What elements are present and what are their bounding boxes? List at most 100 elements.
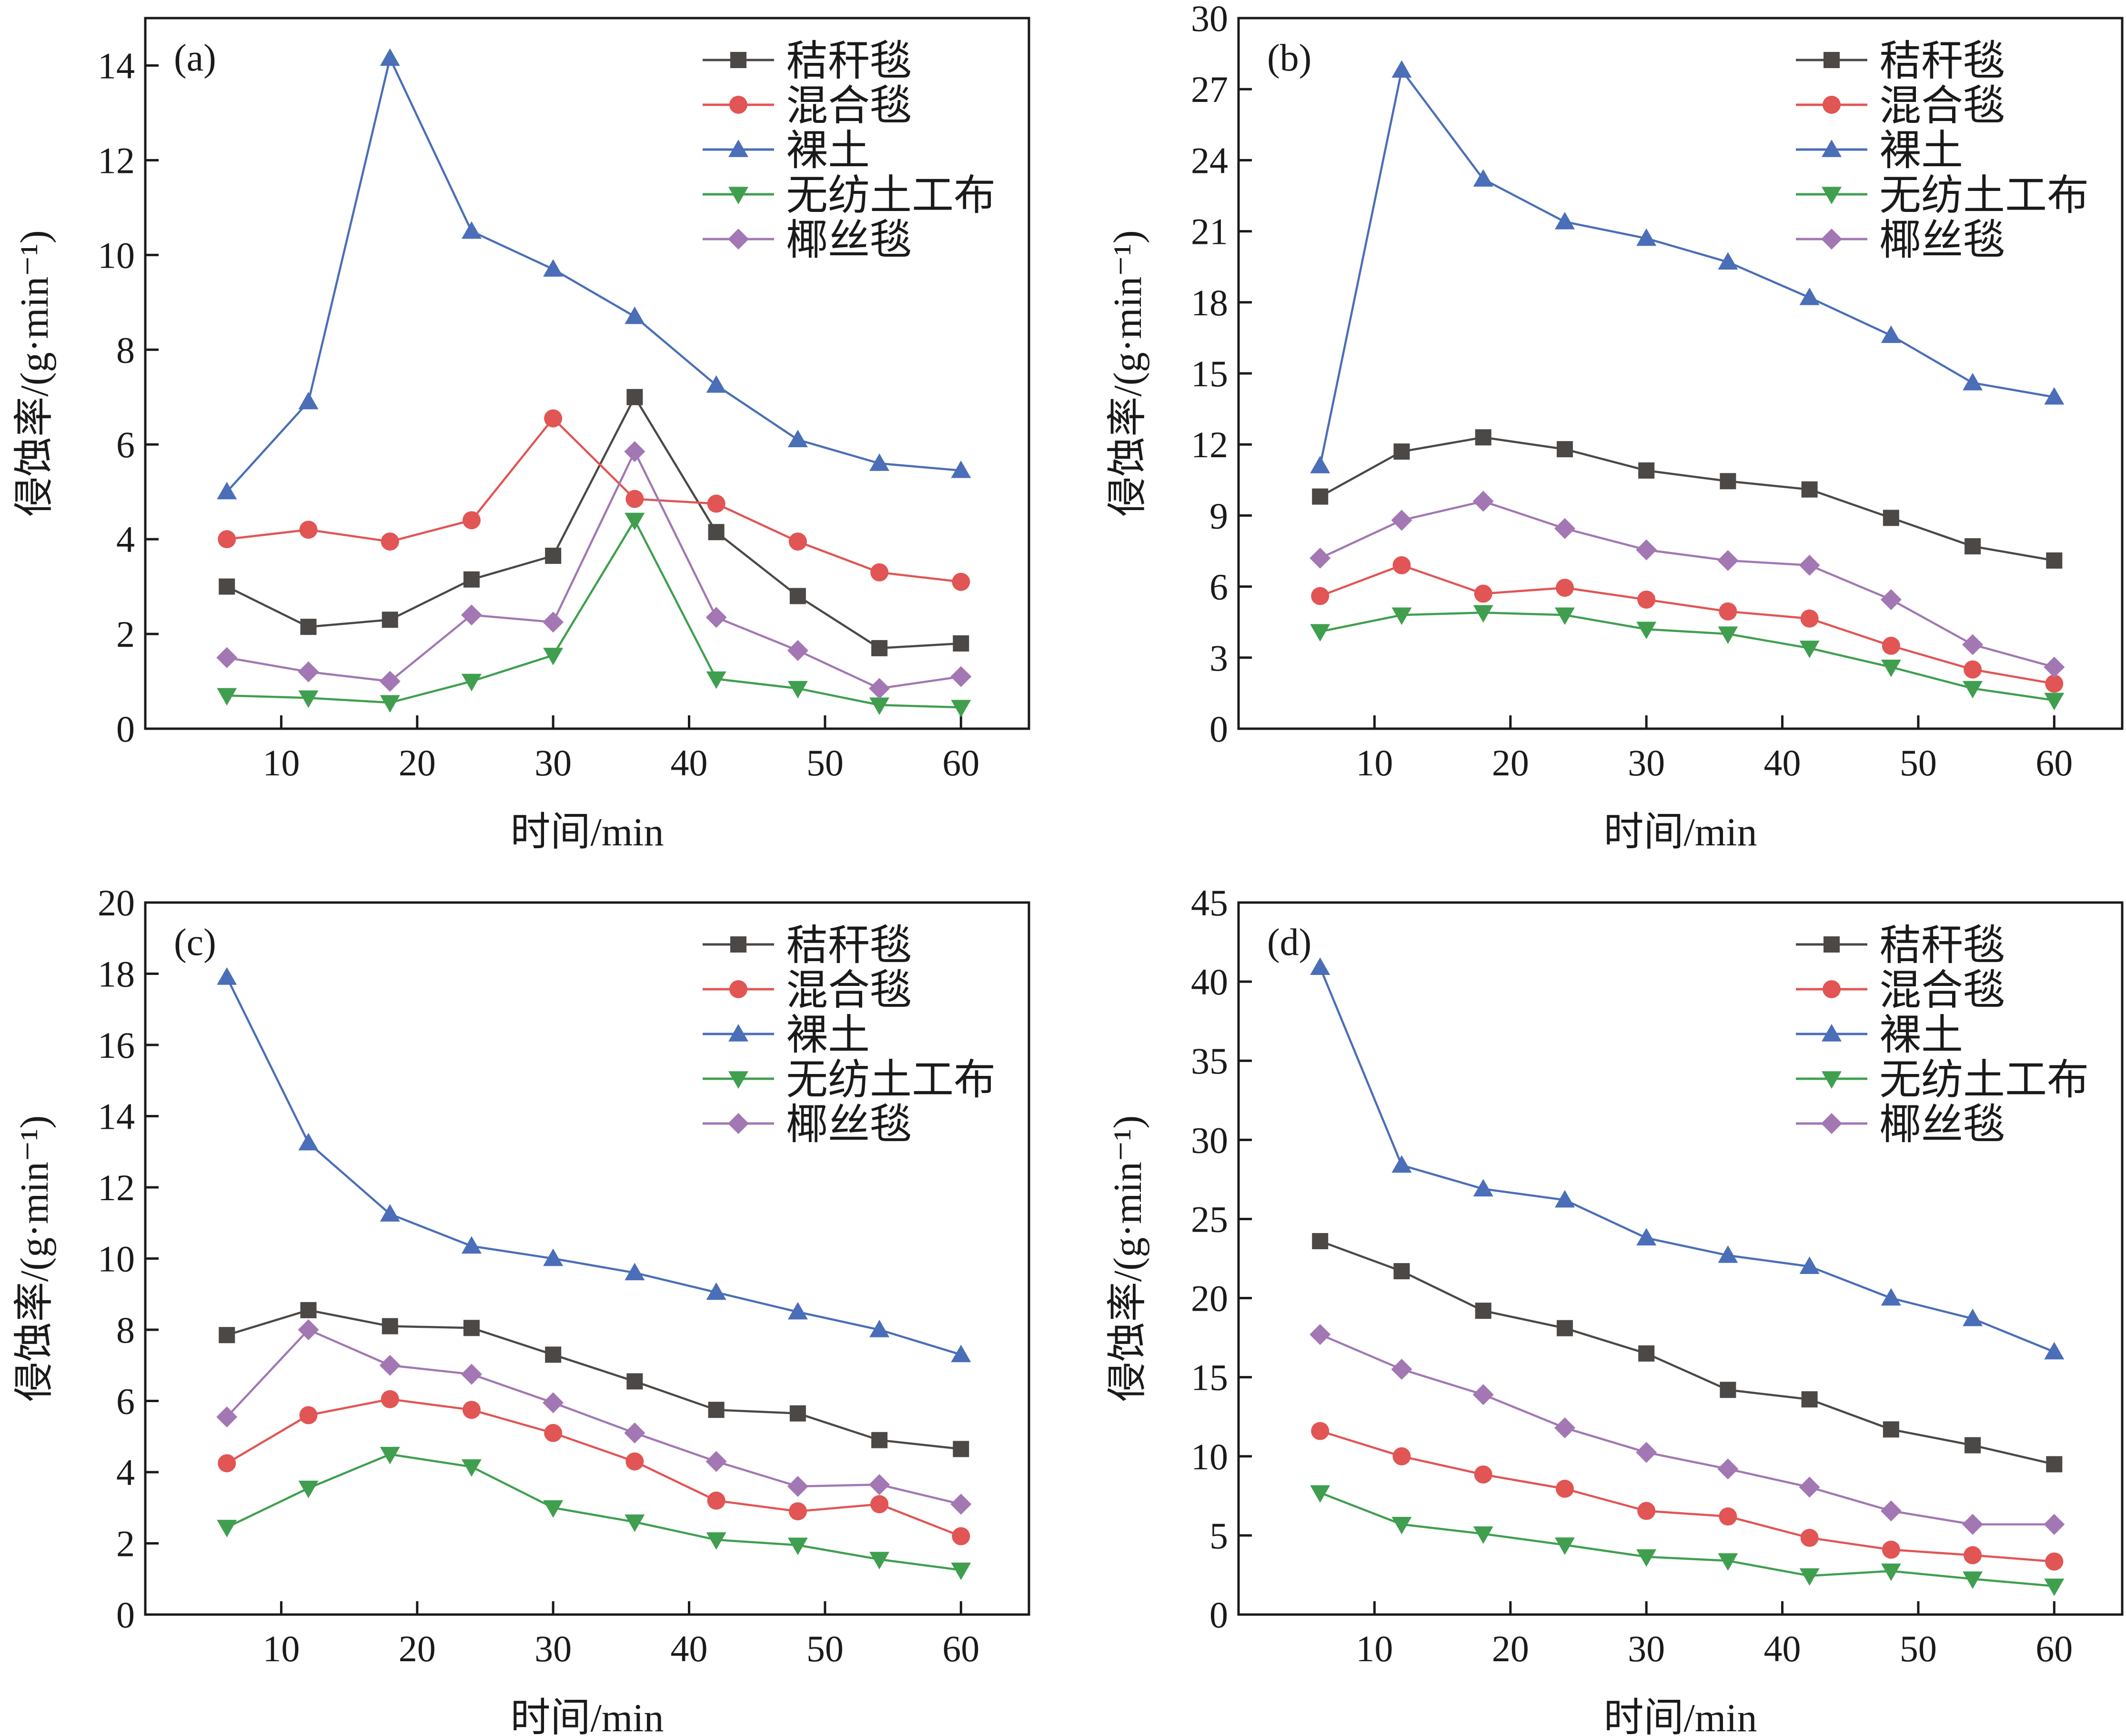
data-point-mixed: [707, 1491, 725, 1510]
data-point-coir: [1636, 539, 1657, 561]
data-point-nonwoven: [869, 1552, 890, 1570]
data-point-coir: [1717, 1458, 1739, 1480]
data-point-bare: [869, 453, 890, 471]
data-point-coir: [869, 678, 890, 699]
data-point-bare: [1310, 455, 1330, 473]
series-straw: [1312, 1233, 2063, 1473]
x-tick-label: 50: [806, 742, 844, 783]
x-tick-label: 40: [1764, 742, 1801, 783]
data-point-straw: [953, 1441, 969, 1457]
data-point-straw: [219, 578, 235, 595]
series-line-bare: [1319, 68, 2055, 466]
x-axis-title: 时间/min: [510, 810, 664, 854]
data-point-coir: [1717, 550, 1739, 571]
panel-label: (d): [1267, 922, 1311, 963]
series-line-mixed: [226, 1398, 962, 1537]
legend-label-coir: 椰丝毯: [786, 1102, 912, 1148]
data-point-straw: [789, 1405, 806, 1422]
data-point-bare: [706, 375, 726, 393]
series-line-nonwoven: [226, 1453, 961, 1571]
data-point-mixed: [952, 572, 970, 591]
series-line-nonwoven: [1320, 1492, 2055, 1587]
data-point-straw: [1801, 1391, 1818, 1408]
x-tick-label: 40: [1764, 1628, 1801, 1669]
data-point-straw: [2046, 1456, 2063, 1473]
data-point-nonwoven: [951, 1562, 971, 1580]
data-point-nonwoven: [380, 1446, 400, 1465]
data-point-nonwoven: [625, 1514, 645, 1532]
data-point-mixed: [1474, 1465, 1492, 1484]
data-point-straw: [708, 524, 725, 541]
data-point-bare: [787, 430, 808, 448]
legend-label-straw: 秸秆毯: [1879, 923, 2005, 969]
y-tick-label: 24: [1191, 140, 1228, 181]
data-point-mixed: [544, 1424, 563, 1442]
data-point-bare: [1799, 1256, 1820, 1274]
y-tick-label: 5: [1209, 1515, 1228, 1556]
data-point-nonwoven: [787, 681, 808, 699]
data-point-straw: [626, 1373, 643, 1390]
data-point-mixed: [1637, 590, 1656, 609]
data-point-coir: [1472, 491, 1494, 512]
data-point-straw: [300, 619, 317, 635]
data-point-bare: [1391, 60, 1412, 78]
data-point-straw: [382, 612, 398, 628]
data-point-straw: [1965, 1437, 1981, 1454]
y-tick-label: 4: [116, 519, 135, 560]
legend-label-mixed: 混合毯: [1879, 83, 2005, 130]
x-tick-label: 20: [399, 1628, 436, 1669]
x-tick-label: 10: [262, 1628, 300, 1669]
y-tick-label: 4: [116, 1452, 135, 1493]
x-tick-label: 20: [399, 742, 436, 783]
data-point-bare: [298, 391, 319, 410]
data-point-bare: [625, 306, 645, 324]
data-point-coir: [543, 1392, 564, 1414]
data-point-bare: [543, 259, 564, 277]
legend-marker-mixed: [729, 96, 747, 114]
series-straw: [219, 389, 969, 656]
data-point-bare: [1963, 1308, 1983, 1326]
data-point-straw: [382, 1318, 398, 1335]
data-point-coir: [379, 671, 401, 692]
y-tick-label: 14: [98, 45, 135, 86]
y-axis-title: 侵蚀率/(g·min⁻¹): [1106, 230, 1150, 516]
data-point-mixed: [1555, 579, 1574, 597]
y-tick-label: 14: [98, 1096, 135, 1137]
series-line-nonwoven: [1320, 612, 2055, 702]
legend-label-mixed: 混合毯: [786, 968, 912, 1014]
x-tick-label: 40: [671, 742, 708, 783]
y-axis-title: 侵蚀率/(g·min⁻¹): [12, 230, 57, 516]
legend-label-nonwoven: 无纺土工布: [786, 173, 996, 219]
data-point-coir: [379, 1355, 401, 1376]
legend-marker-coir: [728, 1113, 749, 1134]
data-point-straw: [1720, 473, 1736, 490]
data-point-nonwoven: [461, 673, 482, 692]
data-point-straw: [545, 1346, 562, 1363]
data-point-coir: [1472, 1384, 1494, 1405]
data-point-coir: [298, 661, 319, 682]
x-axis-title: 时间/min: [1603, 1696, 1757, 1736]
data-point-mixed: [381, 532, 399, 551]
panel-label: (b): [1267, 37, 1311, 79]
data-point-coir: [624, 441, 645, 462]
y-tick-label: 18: [1191, 282, 1228, 323]
series-line-coir: [1320, 1333, 2055, 1525]
data-point-nonwoven: [543, 1500, 564, 1518]
x-tick-label: 30: [1628, 1628, 1665, 1669]
data-point-bare: [1881, 325, 1901, 343]
series-mixed: [218, 1390, 970, 1545]
x-tick-label: 50: [1900, 1628, 1937, 1669]
series-coir: [216, 441, 972, 699]
data-point-nonwoven: [1636, 1549, 1657, 1567]
series-line-mixed: [1320, 564, 2055, 685]
data-point-coir: [461, 1364, 482, 1385]
legend-marker-coir: [1821, 229, 1842, 250]
series-nonwoven: [1310, 1485, 2065, 1596]
data-point-nonwoven: [461, 1459, 482, 1477]
series-coir: [1310, 1324, 2065, 1535]
data-point-bare: [706, 1282, 726, 1300]
data-point-nonwoven: [217, 1520, 237, 1537]
data-point-coir: [2044, 656, 2065, 678]
y-axis-title: 侵蚀率/(g·min⁻¹): [1106, 1115, 1150, 1402]
